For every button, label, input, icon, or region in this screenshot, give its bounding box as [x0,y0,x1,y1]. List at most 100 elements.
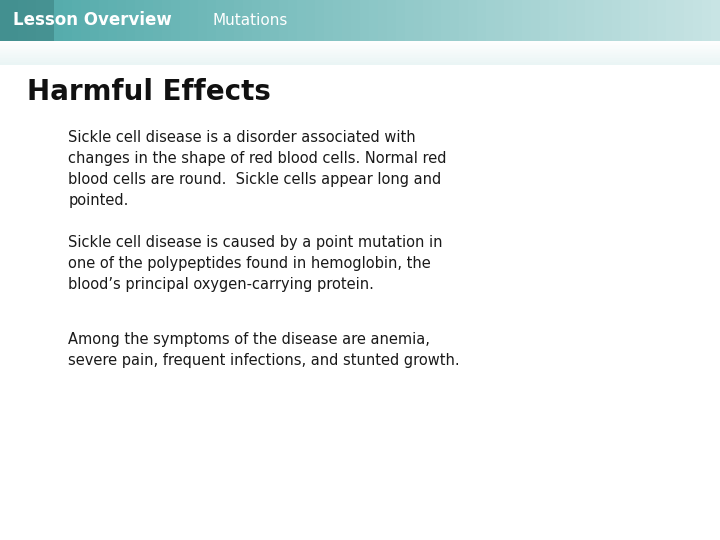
Bar [666,0,675,40]
Bar [270,0,279,40]
Bar [234,0,243,40]
Bar [423,0,432,40]
Bar [180,0,189,40]
Bar [0,40,720,42]
Bar [711,0,720,40]
Bar [567,0,576,40]
Text: Sickle cell disease is a disorder associated with
changes in the shape of red bl: Sickle cell disease is a disorder associ… [68,130,447,207]
Bar [0,45,720,46]
Bar [306,0,315,40]
Bar [36,0,45,40]
Bar [630,0,639,40]
Text: Lesson Overview: Lesson Overview [13,11,171,29]
Bar [522,0,531,40]
Bar [207,0,216,40]
Bar [162,0,171,40]
Bar [0,44,720,45]
Bar [459,0,468,40]
Bar [171,0,180,40]
Bar [0,63,720,64]
Bar [405,0,414,40]
Bar [540,0,549,40]
Bar [279,0,288,40]
Bar [558,0,567,40]
Bar [135,0,144,40]
Bar [477,0,486,40]
Bar [81,0,90,40]
Bar [261,0,270,40]
Text: Harmful Effects: Harmful Effects [27,78,271,106]
Bar [0,0,9,40]
Text: Mutations: Mutations [212,13,288,28]
Bar [0,47,720,48]
Bar [72,0,81,40]
Bar [27,0,36,40]
Bar [189,0,198,40]
Bar [288,0,297,40]
Bar [0,50,720,51]
Bar [252,0,261,40]
Bar [297,0,306,40]
Bar [0,57,720,58]
Bar [675,0,684,40]
Bar [441,0,450,40]
Bar [351,0,360,40]
Bar [414,0,423,40]
Bar [369,0,378,40]
Bar [594,0,603,40]
Bar [153,0,162,40]
Bar [396,0,405,40]
Bar [225,0,234,40]
Bar [0,59,720,60]
Bar [360,0,369,40]
Bar [684,0,693,40]
Bar [216,0,225,40]
Bar [513,0,522,40]
Bar [342,0,351,40]
Bar [198,0,207,40]
Bar [45,0,54,40]
Bar [0,0,54,40]
Bar [639,0,648,40]
Bar [333,0,342,40]
Bar [243,0,252,40]
Bar [144,0,153,40]
Bar [450,0,459,40]
Bar [468,0,477,40]
Bar [702,0,711,40]
Bar [432,0,441,40]
Bar [0,49,720,50]
Bar [603,0,612,40]
Bar [0,52,720,53]
Bar [612,0,621,40]
Bar [531,0,540,40]
Bar [0,61,720,62]
Bar [90,0,99,40]
Bar [0,53,720,55]
Bar [585,0,594,40]
Bar [54,0,63,40]
Bar [108,0,117,40]
Bar [378,0,387,40]
Bar [549,0,558,40]
Bar [621,0,630,40]
Bar [0,48,720,49]
Bar [9,0,18,40]
Bar [693,0,702,40]
Bar [0,46,720,47]
Bar [99,0,108,40]
Bar [0,58,720,59]
Bar [495,0,504,40]
Bar [486,0,495,40]
Bar [324,0,333,40]
Bar [117,0,126,40]
Bar [315,0,324,40]
Bar [126,0,135,40]
Bar [0,64,720,65]
Bar [387,0,396,40]
Bar [576,0,585,40]
Bar [657,0,666,40]
Bar [0,43,720,44]
Bar [0,42,720,43]
Bar [63,0,72,40]
